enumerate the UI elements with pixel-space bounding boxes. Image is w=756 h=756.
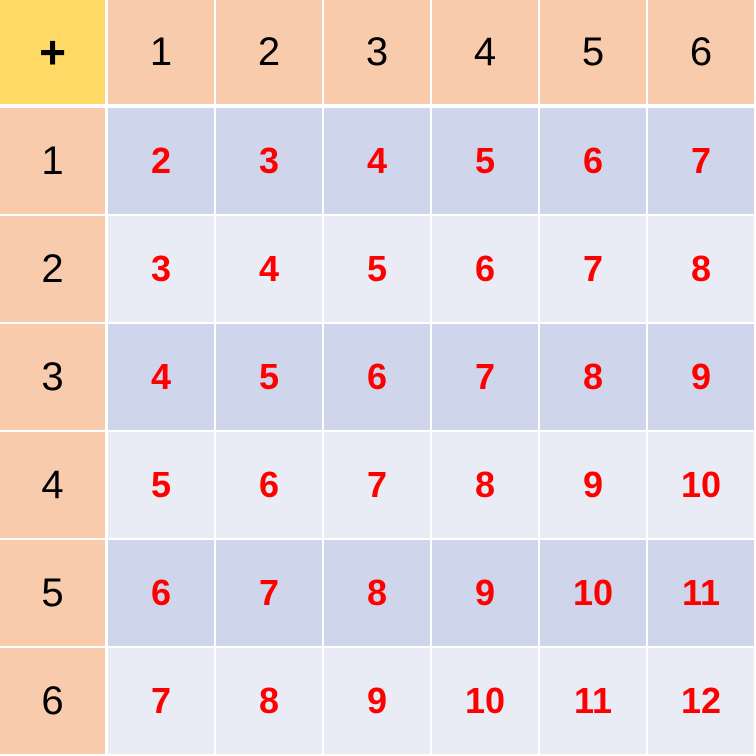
column-header-1: 1 bbox=[108, 0, 216, 108]
sum-cell: 5 bbox=[216, 324, 324, 432]
sum-cell: 5 bbox=[108, 432, 216, 540]
row-header-4: 4 bbox=[0, 432, 108, 540]
sum-cell: 8 bbox=[432, 432, 540, 540]
sum-cell: 7 bbox=[216, 540, 324, 648]
row-header-5: 5 bbox=[0, 540, 108, 648]
sum-cell: 2 bbox=[108, 108, 216, 216]
column-header-2: 2 bbox=[216, 0, 324, 108]
sum-cell: 6 bbox=[324, 324, 432, 432]
sum-cell: 12 bbox=[648, 648, 756, 756]
sum-cell: 4 bbox=[108, 324, 216, 432]
sum-cell: 10 bbox=[648, 432, 756, 540]
sum-cell: 8 bbox=[648, 216, 756, 324]
sum-cell: 8 bbox=[216, 648, 324, 756]
sum-cell: 9 bbox=[540, 432, 648, 540]
sum-cell: 6 bbox=[540, 108, 648, 216]
sum-cell: 7 bbox=[432, 324, 540, 432]
sum-cell: 3 bbox=[108, 216, 216, 324]
sum-cell: 6 bbox=[432, 216, 540, 324]
sum-cell: 6 bbox=[216, 432, 324, 540]
row-header-3: 3 bbox=[0, 324, 108, 432]
sum-cell: 10 bbox=[540, 540, 648, 648]
column-header-6: 6 bbox=[648, 0, 756, 108]
sum-cell: 4 bbox=[324, 108, 432, 216]
sum-cell: 8 bbox=[540, 324, 648, 432]
sum-cell: 3 bbox=[216, 108, 324, 216]
column-header-4: 4 bbox=[432, 0, 540, 108]
sum-cell: 6 bbox=[108, 540, 216, 648]
row-header-2: 2 bbox=[0, 216, 108, 324]
sum-cell: 4 bbox=[216, 216, 324, 324]
sum-cell: 9 bbox=[432, 540, 540, 648]
column-header-3: 3 bbox=[324, 0, 432, 108]
sum-cell: 8 bbox=[324, 540, 432, 648]
sum-cell: 10 bbox=[432, 648, 540, 756]
sum-cell: 7 bbox=[648, 108, 756, 216]
sum-cell: 5 bbox=[324, 216, 432, 324]
sum-cell: 7 bbox=[108, 648, 216, 756]
row-header-1: 1 bbox=[0, 108, 108, 216]
sum-cell: 7 bbox=[324, 432, 432, 540]
row-header-6: 6 bbox=[0, 648, 108, 756]
sum-cell: 5 bbox=[432, 108, 540, 216]
sum-cell: 11 bbox=[540, 648, 648, 756]
sum-cell: 9 bbox=[648, 324, 756, 432]
sum-cell: 7 bbox=[540, 216, 648, 324]
column-header-5: 5 bbox=[540, 0, 648, 108]
operator-corner: + bbox=[0, 0, 108, 108]
sum-cell: 9 bbox=[324, 648, 432, 756]
sum-cell: 11 bbox=[648, 540, 756, 648]
